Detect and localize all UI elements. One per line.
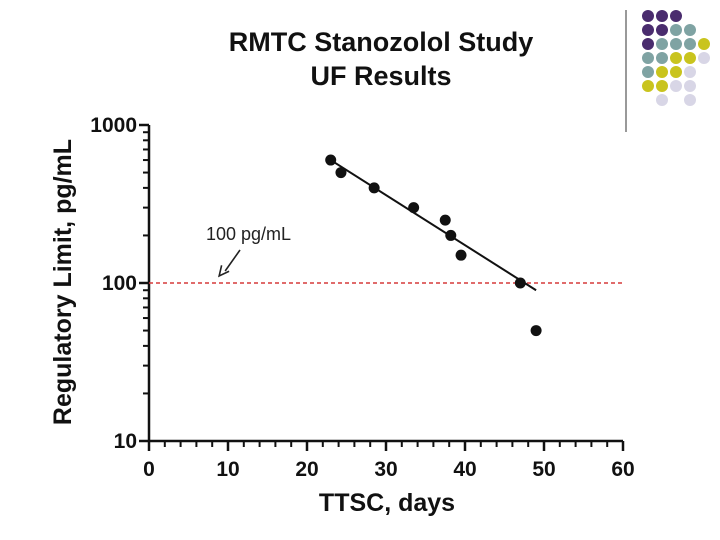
decoration-dot bbox=[642, 66, 654, 78]
x-tick-label: 60 bbox=[611, 458, 634, 481]
y-tick-label: 10 bbox=[114, 430, 137, 453]
y-tick-label: 100 bbox=[102, 272, 137, 295]
decoration-dot bbox=[656, 10, 668, 22]
decoration-dot bbox=[670, 24, 682, 36]
decoration-dot bbox=[684, 66, 696, 78]
annotation-arrow-line bbox=[224, 249, 241, 272]
decoration-dot bbox=[642, 10, 654, 22]
data-point bbox=[455, 249, 467, 261]
data-point bbox=[514, 277, 526, 289]
decoration-dot bbox=[656, 94, 668, 106]
decoration-dot bbox=[642, 80, 654, 92]
decoration-dot bbox=[698, 38, 710, 50]
decoration-dot bbox=[670, 52, 682, 64]
decoration-dot bbox=[684, 80, 696, 92]
decoration-dot bbox=[684, 94, 696, 106]
y-axis-title: Regulatory Limit, pg/mL bbox=[49, 139, 77, 425]
annotation-arrow-head bbox=[217, 265, 230, 278]
decoration-dot bbox=[670, 10, 682, 22]
decoration-dot bbox=[656, 38, 668, 50]
reference-annotation-label: 100 pg/mL bbox=[206, 224, 291, 244]
x-axis-title: TTSC, days bbox=[319, 489, 455, 517]
decoration-dot bbox=[656, 24, 668, 36]
decoration-dot bbox=[670, 66, 682, 78]
data-point bbox=[325, 154, 337, 166]
chart-title-line-2: UF Results bbox=[310, 61, 451, 91]
decoration-dot bbox=[698, 52, 710, 64]
data-point bbox=[445, 229, 457, 241]
decoration-dot bbox=[656, 66, 668, 78]
decoration-dot bbox=[642, 38, 654, 50]
data-point bbox=[335, 167, 347, 179]
data-point bbox=[368, 182, 380, 194]
decoration-dot bbox=[670, 38, 682, 50]
decoration-dot bbox=[656, 52, 668, 64]
corner-dot-decoration bbox=[642, 10, 710, 106]
chart-title-line-1: RMTC Stanozolol Study bbox=[229, 27, 533, 57]
decoration-dot bbox=[642, 24, 654, 36]
x-tick-label: 30 bbox=[374, 458, 397, 481]
decoration-dot bbox=[670, 80, 682, 92]
decoration-dot bbox=[656, 80, 668, 92]
decoration-dot bbox=[684, 24, 696, 36]
x-tick-label: 10 bbox=[216, 458, 239, 481]
x-tick-label: 50 bbox=[532, 458, 555, 481]
plot-area: 10 100 1000 0 10 20 30 40 50 60 bbox=[90, 114, 634, 481]
x-tick-label: 0 bbox=[143, 458, 155, 481]
data-point bbox=[439, 214, 451, 226]
x-tick-label: 20 bbox=[295, 458, 318, 481]
decoration-dot bbox=[684, 38, 696, 50]
x-tick-label: 40 bbox=[453, 458, 476, 481]
decoration-dot bbox=[642, 52, 654, 64]
y-tick-label: 1000 bbox=[90, 114, 137, 137]
data-point bbox=[408, 202, 420, 214]
fit-line bbox=[330, 159, 537, 292]
data-point bbox=[530, 325, 542, 337]
decoration-dot bbox=[684, 52, 696, 64]
